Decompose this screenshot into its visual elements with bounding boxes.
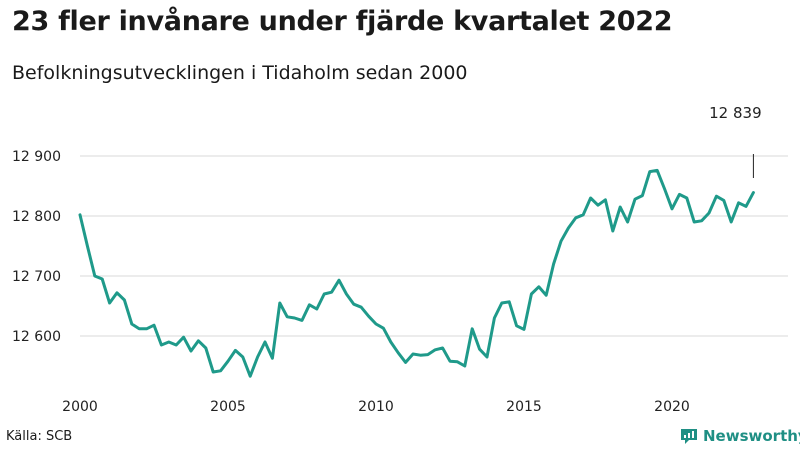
x-tick-label: 2005 [210, 399, 246, 415]
x-tick-label: 2015 [506, 399, 542, 415]
x-tick-label: 2010 [358, 399, 394, 415]
y-tick-label: 12 900 [12, 149, 61, 165]
x-tick-label: 2020 [654, 399, 690, 415]
gridlines [80, 155, 788, 337]
chart-title: 23 fler invånare under fjärde kvartalet … [12, 6, 673, 37]
brand-name: Newsworthy [703, 427, 800, 445]
y-tick-label: 12 800 [12, 209, 61, 225]
source-note: Källa: SCB [6, 429, 73, 444]
end-value-label: 12 839 [709, 104, 762, 122]
y-axis-ticks: 12 600 12 700 12 800 12 900 [12, 149, 61, 345]
x-tick-label: 2000 [62, 399, 98, 415]
x-axis-ticks: 2000 2005 2010 2015 2020 [62, 399, 690, 415]
brand-logo[interactable]: Newsworthy [680, 427, 800, 445]
y-tick-label: 12 600 [12, 329, 61, 345]
y-tick-label: 12 700 [12, 269, 61, 285]
chart-subtitle: Befolkningsutvecklingen i Tidaholm sedan… [12, 62, 468, 84]
population-line [78, 168, 755, 378]
newsworthy-logo-icon [681, 429, 697, 444]
